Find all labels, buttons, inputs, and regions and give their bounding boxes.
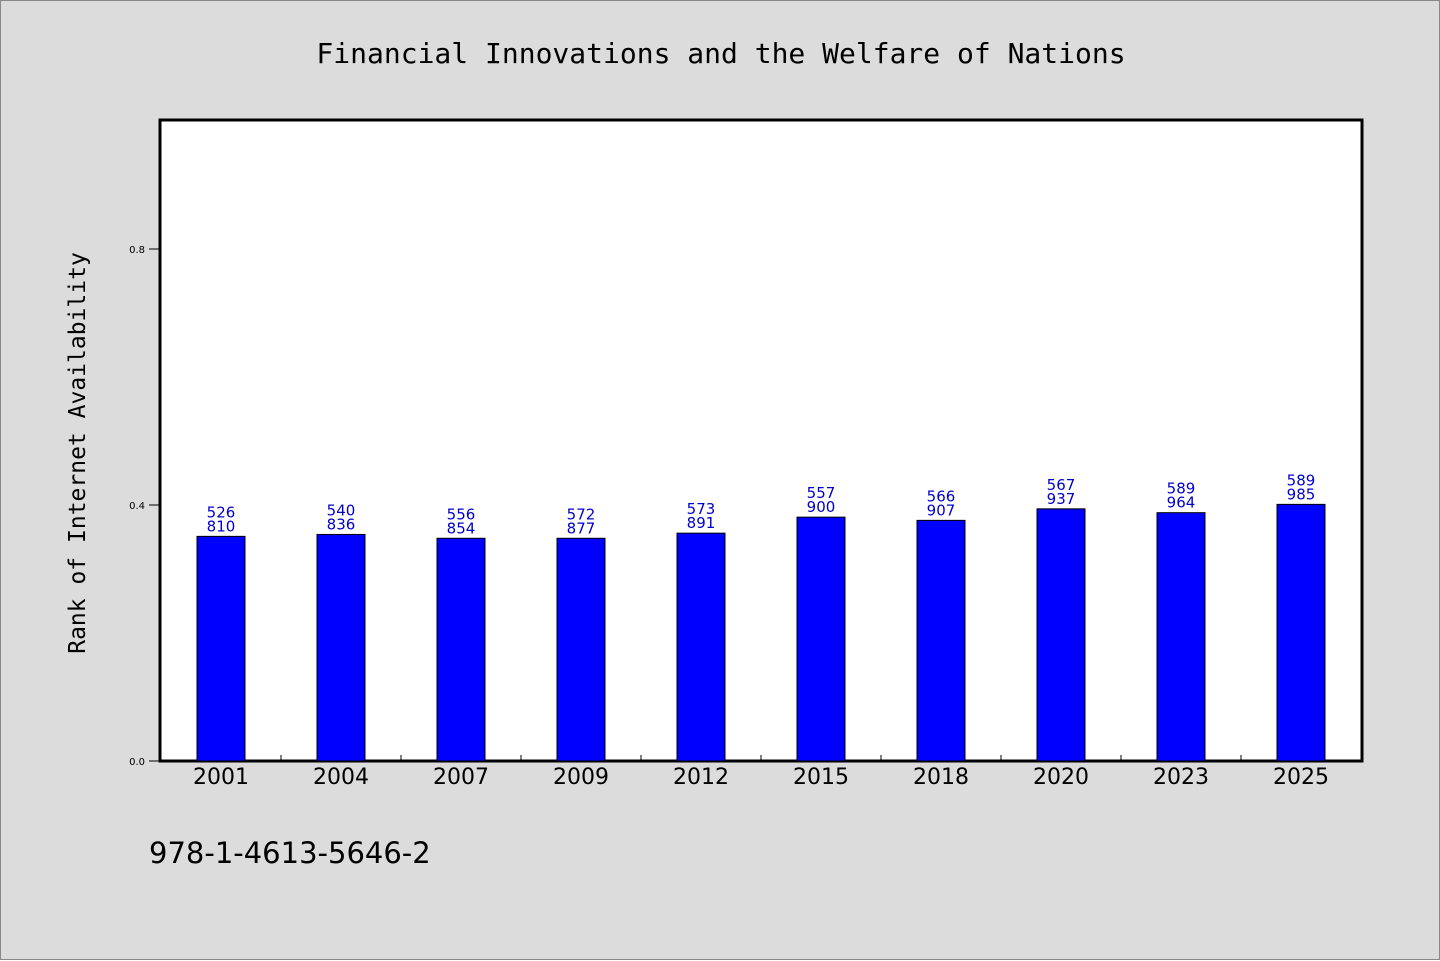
y-axis-label: Rank of Internet Availability	[65, 252, 91, 654]
bar-series	[196, 503, 1326, 762]
x-tick-label: 2015	[793, 765, 849, 790]
bar	[1156, 512, 1206, 762]
bar-data-label-bottom: 810	[207, 517, 236, 535]
x-tick-label: 2025	[1273, 765, 1329, 790]
bar-data-label-top: 572	[567, 505, 596, 523]
x-tick-label: 2018	[913, 765, 969, 790]
x-tick-label: 2007	[433, 765, 489, 790]
bar	[796, 516, 846, 762]
bar-data-label-bottom: 937	[1047, 490, 1076, 508]
bar-data-label-top: 540	[327, 501, 356, 519]
isbn-footer: 978-1-4613-5646-2	[149, 836, 431, 870]
bar-data-label-top: 556	[447, 505, 476, 523]
bar	[676, 532, 726, 762]
bar-data-label-bottom: 836	[327, 515, 356, 533]
bar-data-label-top: 526	[207, 503, 236, 521]
bar-data-label-bottom: 900	[807, 498, 836, 516]
y-tick-label: 0.4	[129, 501, 145, 512]
bar-data-label-top: 566	[927, 487, 956, 505]
x-tick-label: 2001	[193, 765, 249, 790]
x-tick-label: 2023	[1153, 765, 1209, 790]
bar-data-label-top: 573	[687, 500, 716, 518]
bar-data-label-top: 589	[1167, 480, 1196, 498]
x-tick-label: 2020	[1033, 765, 1089, 790]
bar-data-label-bottom: 877	[567, 519, 596, 537]
y-axis-ticks: 0.0 0.4 0.8	[129, 245, 161, 768]
chart-title: Financial Innovations and the Welfare of…	[316, 37, 1125, 70]
bar-data-label-bottom: 891	[687, 514, 716, 532]
bar	[556, 537, 606, 762]
bar-data-label-bottom: 985	[1287, 485, 1316, 503]
bar	[1036, 508, 1086, 762]
bar-data-label-top: 589	[1287, 471, 1316, 489]
bar-data-label-top: 567	[1047, 476, 1076, 494]
x-tick-label: 2009	[553, 765, 609, 790]
bar-data-labels: 5268105408365568545728775738915579005669…	[207, 471, 1316, 537]
x-axis-ticks: 2001 2004 2007 2009 2012 2015 2018 2020 2023 2025	[193, 755, 1329, 790]
x-tick-label: 2012	[673, 765, 729, 790]
bar-data-label-bottom: 907	[927, 501, 956, 519]
bar-data-label-bottom: 854	[447, 519, 476, 537]
bar	[316, 533, 366, 762]
y-tick-label: 0.8	[129, 245, 145, 256]
bar	[196, 535, 246, 762]
x-tick-label: 2004	[313, 765, 369, 790]
bar	[916, 519, 966, 762]
bar	[436, 537, 486, 762]
bar-data-label-top: 557	[807, 484, 836, 502]
bar-data-label-bottom: 964	[1167, 494, 1196, 512]
bar	[1276, 503, 1326, 762]
y-tick-label: 0.0	[129, 757, 145, 768]
